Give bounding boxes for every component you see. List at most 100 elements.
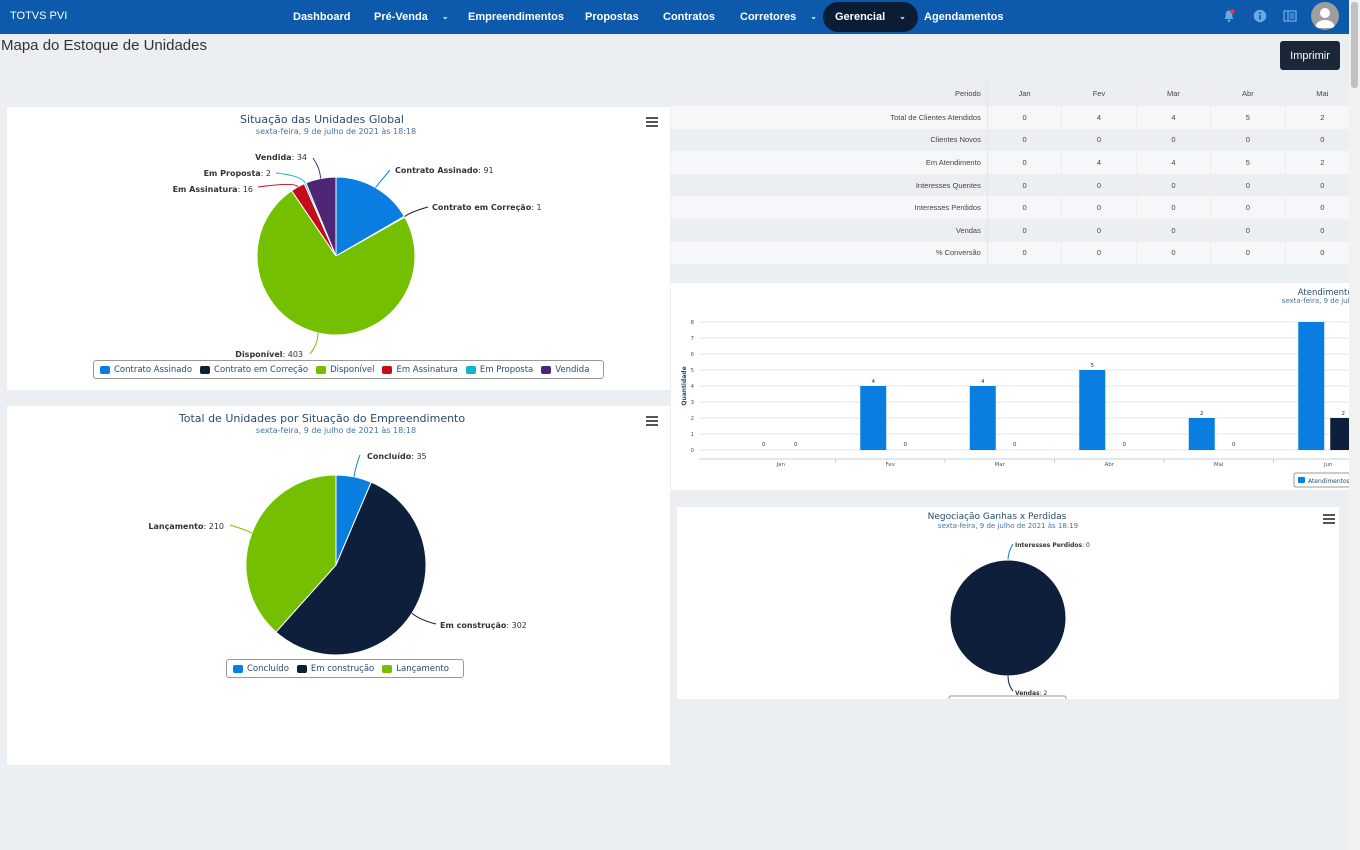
chart-title: Negociação Ganhas x Perdidas [927,512,1067,522]
nav-item-pre-venda[interactable]: Pré-Venda ⌄ [362,2,461,32]
pie-connector [229,524,253,534]
legend-item-em-assinatura[interactable]: Em Assinatura [382,365,458,375]
table-cell: 0 [1210,128,1286,152]
print-button[interactable]: Imprimir [1280,41,1340,70]
legend-label[interactable]: Atendimentos [1308,478,1350,485]
legend-item-concluido[interactable]: Concluído [233,664,289,674]
x-tick-label: Jun [1323,462,1333,468]
table-row: Interesses Perdidos 0 0 0 0 0 [671,196,1360,219]
nav-item-agendamentos[interactable]: Agendamentos [912,2,1015,32]
pie-label-em-assinatura: Em Assinatura: 16 [173,185,253,194]
hamburger-icon[interactable] [646,416,658,426]
chart-subtitle: sexta-feira, 9 de julho de 2021 às 18:19 [937,522,1079,530]
layout-icon[interactable] [1283,9,1297,23]
table-cell: 0 [1210,218,1286,242]
y-tick-label: 2 [691,416,695,422]
legend-item-lancamento[interactable]: Lançamento [382,664,449,674]
table-cell: 0 [1061,241,1137,265]
pie-connector [312,157,322,179]
bar[interactable] [1188,418,1215,450]
bar-data-label: 0 [1232,442,1236,448]
avatar[interactable] [1311,2,1339,30]
brand-logo[interactable]: TOTVS PVI [10,10,68,22]
table-cell: 4 [1136,106,1212,129]
chevron-down-icon: ⌄ [899,12,906,22]
legend-swatch [200,365,211,374]
pie-label-contrato-em-correcao: Contrato em Correção: 1 [432,203,542,212]
info-icon[interactable] [1253,9,1267,23]
table-cell: 0 [1061,218,1137,242]
bar[interactable] [1298,322,1325,450]
legend-item-disponivel[interactable]: Disponível [316,365,374,375]
pie-slice-contrato-assinado[interactable] [335,176,406,257]
pie-connector [257,183,299,188]
legend-label: Contrato em Correção [214,364,309,375]
legend-label: Lançamento [396,663,449,674]
table-header-cell: Fev [1061,80,1137,106]
stats-table: Periodo Jan Fev Mar Abr Mai Total de Clientes… [671,80,1360,265]
legend-swatch [233,664,243,673]
pie-connector [1007,675,1014,692]
bar-data-label: 0 [1123,442,1127,448]
row-label: Interesses Perdidos [671,196,988,219]
scrollbar[interactable] [1349,0,1360,850]
pie-slice-disponivel[interactable] [256,189,416,336]
x-tick-label: Mai [1214,462,1224,468]
chevron-down-icon: ⌄ [810,12,817,22]
table-cell: 0 [1210,196,1286,219]
bar-data-label: 0 [1013,442,1017,448]
y-tick-label: 7 [691,336,695,342]
legend-swatch [382,365,393,374]
pie-slice-vendida[interactable] [305,176,337,257]
table-header-cell: Mar [1136,80,1212,106]
bar-data-label: 4 [981,379,985,385]
table-cell: 4 [1061,106,1137,129]
nav-item-gerencial[interactable]: Gerencial ⌄ [823,2,918,32]
legend-swatch [382,664,393,673]
nav-item-corretores[interactable]: Corretores ⌄ [728,2,829,32]
bar-data-label: 0 [762,442,766,448]
bar[interactable] [1079,370,1106,450]
table-cell: 0 [987,128,1063,152]
table-cell: 4 [1136,151,1212,174]
nav-item-empreendimentos[interactable]: Empreendimentos [456,2,576,32]
legend-item-em-construcao[interactable]: Em construção [296,664,374,674]
nav-item-label: Agendamentos [924,11,1004,23]
legend-item-contrato-em-correcao[interactable]: Contrato em Correção [200,365,308,375]
row-label: Clientes Novos [671,128,988,152]
legend-item-em-proposta[interactable]: Em Proposta [465,365,533,375]
nav-item-contratos[interactable]: Contratos [651,2,727,32]
table-header-cell: Jan [987,80,1063,106]
scrollbar-thumb[interactable] [1351,2,1358,88]
nav-item-dashboard[interactable]: Dashboard [281,2,362,32]
legend-item-contrato-assinado[interactable]: Contrato Assinado [100,365,192,375]
x-tick-label: Abr [1104,462,1114,468]
bar[interactable] [969,386,996,450]
hamburger-icon[interactable] [646,117,658,127]
hamburger-icon[interactable] [1323,514,1335,524]
y-tick-label: 3 [691,400,695,406]
chart-title: Total de Unidades por Situação do Empree… [178,412,466,425]
legend-label: Contrato Assinado [114,364,193,375]
pie-connector [353,454,361,477]
bar[interactable] [860,386,887,450]
table-cell: 0 [1136,218,1212,242]
chart-title: Situação das Unidades Global [240,113,404,126]
legend-item-vendida[interactable]: Vendida [541,365,589,375]
nav-item-label: Pré-Venda [374,11,428,23]
pie-slice-em-construcao[interactable] [275,481,427,656]
pie-label-vendida: Vendida: 34 [255,153,307,162]
table-header-cell: Periodo [671,80,988,106]
pie-label-disponivel: Disponível: 403 [235,350,303,359]
table-cell: 0 [987,196,1063,219]
pie-slice-vendas[interactable] [949,559,1067,677]
pie-connector [375,169,391,188]
table-row: Total de Clientes Atendidos 0 4 4 5 2 [671,106,1360,129]
table-cell: 0 [1061,196,1137,219]
pie-label-em-proposta: Em Proposta: 2 [204,169,271,178]
table-cell: 0 [1061,173,1137,197]
nav-item-propostas[interactable]: Propostas [573,2,651,32]
bell-icon[interactable] [1222,9,1236,23]
bar-data-label: 5 [1091,363,1095,369]
table-cell: 0 [987,173,1063,197]
